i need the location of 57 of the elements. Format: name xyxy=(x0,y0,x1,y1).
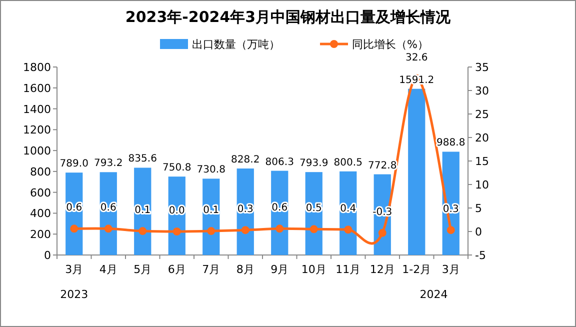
data-label: 0.6 xyxy=(272,202,288,214)
data-label: 835.6 xyxy=(128,154,157,165)
y2-tick-label: 35 xyxy=(475,61,489,74)
y2-tick-label: 20 xyxy=(475,132,489,144)
data-label: 789.0 xyxy=(60,158,88,170)
data-label: 828.2 xyxy=(231,154,260,166)
y-tick-label: 1400 xyxy=(23,102,51,116)
y-tick-label: 200 xyxy=(30,228,51,242)
y-tick-label: 1200 xyxy=(23,124,51,137)
y2-tick-label: 5 xyxy=(475,202,482,215)
x-tick-label: 6月 xyxy=(168,263,186,276)
data-label: 0.0 xyxy=(168,206,185,216)
x-tick-label: 12月 xyxy=(370,263,395,276)
y-tick-label: 1000 xyxy=(23,144,51,158)
data-label: 32.6 xyxy=(405,52,428,64)
data-label: 750.8 xyxy=(162,162,192,174)
x-tick-label: 8月 xyxy=(236,263,254,276)
x-tick-label: 10月 xyxy=(301,263,326,276)
data-label: 806.3 xyxy=(265,156,294,168)
data-label: 0.6 xyxy=(100,202,116,214)
x-tick-label: 5月 xyxy=(134,263,152,276)
data-label: 730.8 xyxy=(196,164,226,176)
x-tick-label: 4月 xyxy=(99,263,118,276)
bar xyxy=(408,88,426,255)
y2-tick-label: 15 xyxy=(475,155,489,168)
legend-label: 出口数量（万吨） xyxy=(192,38,280,51)
y-tick-label: 400 xyxy=(30,207,51,220)
y-tick-label: 1800 xyxy=(23,61,51,74)
x-tick-label: 7月 xyxy=(202,263,220,276)
x-tick-label: 3月 xyxy=(65,263,84,276)
legend-label: 同比增长（%） xyxy=(352,38,428,51)
chart-title: 2023年-2024年3月中国钢材出口量及增长情况 xyxy=(125,8,452,26)
y2-tick-label: 0 xyxy=(475,226,482,238)
x-tick-label: 11月 xyxy=(336,263,361,276)
y-tick-label: 1600 xyxy=(23,82,51,95)
y-tick-label: 800 xyxy=(30,165,51,178)
x-tick-label: 9月 xyxy=(270,263,289,276)
text: 2024 xyxy=(420,288,448,301)
data-label: 800.5 xyxy=(334,157,362,168)
data-label: 0.6 xyxy=(66,202,82,214)
data-label: 0.1 xyxy=(134,205,151,216)
data-label: 793.2 xyxy=(94,158,123,170)
data-label: 0.4 xyxy=(340,204,356,215)
data-label: 793.9 xyxy=(300,158,328,170)
y2-tick-label: 25 xyxy=(475,108,489,121)
data-label: 0.1 xyxy=(203,205,220,216)
y2-tick-label: 30 xyxy=(475,84,489,98)
x-tick-label: 3月 xyxy=(442,263,460,276)
text: 2023 xyxy=(60,288,88,301)
y2-tick-label: 10 xyxy=(475,178,489,192)
y2-tick-label: -5 xyxy=(475,249,486,262)
y-tick-label: 0 xyxy=(44,249,51,262)
y-tick-label: 600 xyxy=(30,186,51,200)
data-label: 0.5 xyxy=(306,203,322,214)
data-label: 988.8 xyxy=(436,138,466,149)
x-tick-label: 1-2月 xyxy=(402,263,432,276)
data-label: 0.3 xyxy=(237,204,254,216)
